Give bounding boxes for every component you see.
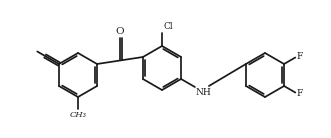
Text: Cl: Cl [163,22,173,31]
Text: F: F [296,89,303,98]
Text: CH₃: CH₃ [70,111,86,119]
Text: O: O [116,27,124,36]
Text: NH: NH [196,88,212,97]
Text: F: F [296,52,303,61]
